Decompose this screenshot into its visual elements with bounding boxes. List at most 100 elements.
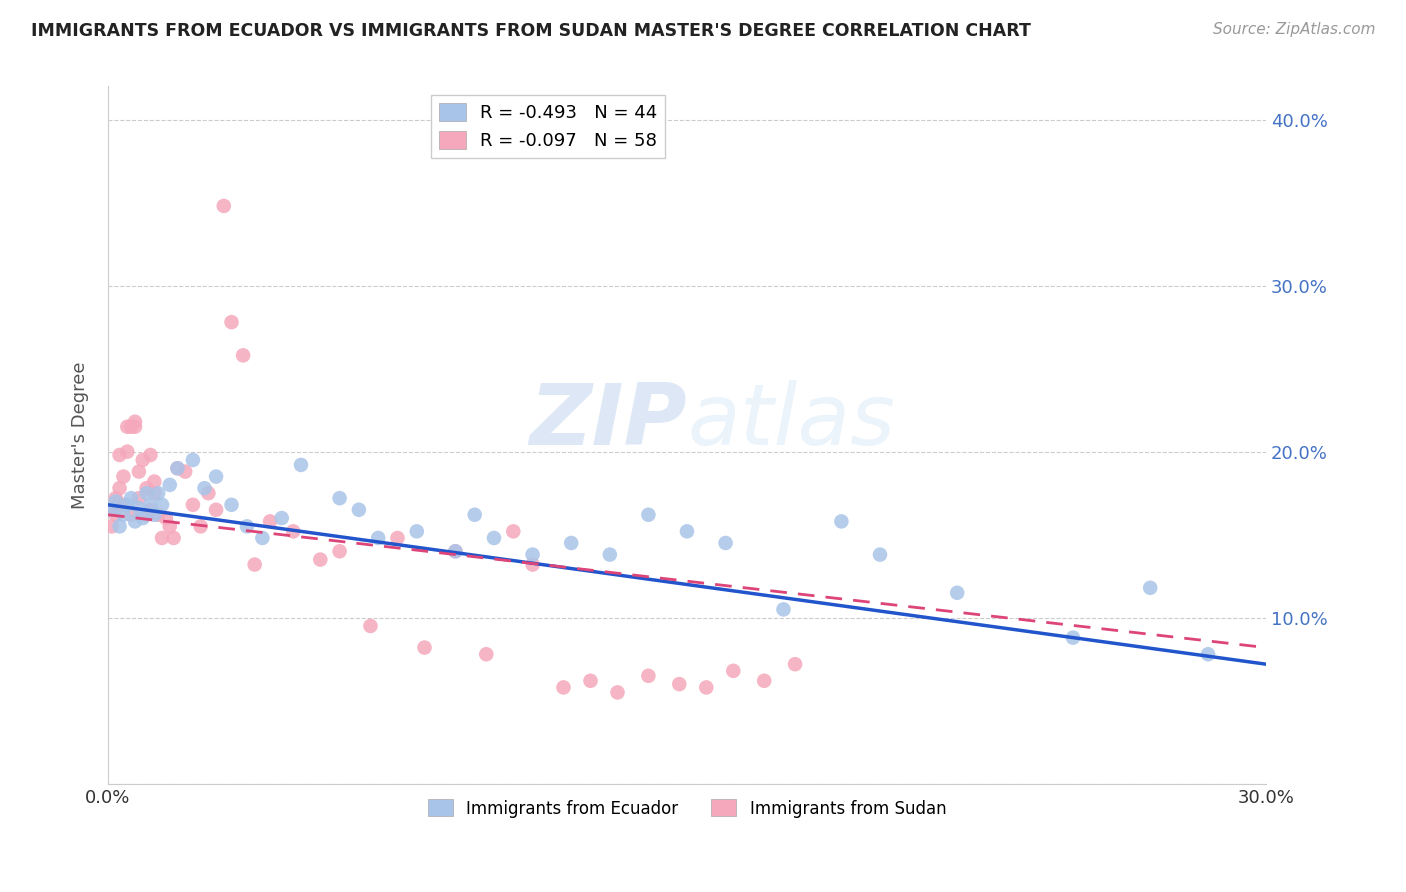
Point — [101, 502, 124, 516]
Point — [181, 453, 204, 467]
Point — [668, 677, 690, 691]
Point — [413, 640, 436, 655]
Point — [482, 531, 505, 545]
Point — [101, 502, 124, 516]
Point — [162, 531, 184, 545]
Point — [112, 469, 135, 483]
Point — [243, 558, 266, 572]
Y-axis label: Master's Degree: Master's Degree — [72, 361, 89, 508]
Point — [159, 519, 181, 533]
Point — [181, 498, 204, 512]
Point — [232, 348, 254, 362]
Point — [347, 502, 370, 516]
Point — [150, 531, 173, 545]
Point — [695, 681, 717, 695]
Point — [135, 481, 157, 495]
Point — [190, 519, 212, 533]
Text: Source: ZipAtlas.com: Source: ZipAtlas.com — [1212, 22, 1375, 37]
Point — [139, 448, 162, 462]
Point — [783, 657, 806, 672]
Point — [146, 508, 169, 522]
Point — [124, 515, 146, 529]
Point — [143, 475, 166, 489]
Point — [464, 508, 486, 522]
Point — [309, 552, 332, 566]
Point — [830, 515, 852, 529]
Point — [128, 465, 150, 479]
Point — [252, 531, 274, 545]
Point — [135, 486, 157, 500]
Point — [772, 602, 794, 616]
Point — [637, 669, 659, 683]
Text: IMMIGRANTS FROM ECUADOR VS IMMIGRANTS FROM SUDAN MASTER'S DEGREE CORRELATION CHA: IMMIGRANTS FROM ECUADOR VS IMMIGRANTS FR… — [31, 22, 1031, 40]
Point — [723, 664, 745, 678]
Point — [104, 508, 127, 522]
Point — [159, 478, 181, 492]
Point — [676, 524, 699, 539]
Point — [108, 448, 131, 462]
Point — [124, 419, 146, 434]
Point — [128, 501, 150, 516]
Point — [104, 491, 127, 505]
Point — [579, 673, 602, 688]
Point — [714, 536, 737, 550]
Point — [560, 536, 582, 550]
Point — [139, 498, 162, 512]
Point — [143, 486, 166, 500]
Point — [150, 498, 173, 512]
Point — [117, 498, 139, 512]
Point — [1197, 647, 1219, 661]
Point — [1139, 581, 1161, 595]
Point — [221, 315, 243, 329]
Point — [637, 508, 659, 522]
Point — [117, 444, 139, 458]
Point — [139, 502, 162, 516]
Point — [197, 486, 219, 500]
Point — [104, 494, 127, 508]
Point — [120, 419, 142, 434]
Point — [112, 508, 135, 522]
Point — [101, 519, 124, 533]
Point — [117, 419, 139, 434]
Point — [359, 619, 381, 633]
Point — [212, 199, 235, 213]
Text: atlas: atlas — [688, 380, 896, 463]
Point — [221, 498, 243, 512]
Point — [112, 498, 135, 512]
Point — [946, 586, 969, 600]
Point — [128, 491, 150, 505]
Point — [205, 502, 228, 516]
Point — [522, 548, 544, 562]
Point — [124, 415, 146, 429]
Point — [754, 673, 776, 688]
Point — [166, 461, 188, 475]
Point — [259, 515, 281, 529]
Point — [132, 453, 155, 467]
Point — [108, 481, 131, 495]
Point — [606, 685, 628, 699]
Point — [329, 491, 352, 505]
Point — [283, 524, 305, 539]
Text: ZIP: ZIP — [530, 380, 688, 463]
Point — [599, 548, 621, 562]
Point — [174, 465, 197, 479]
Point — [205, 469, 228, 483]
Point — [193, 481, 215, 495]
Point — [236, 519, 259, 533]
Point — [329, 544, 352, 558]
Point — [387, 531, 409, 545]
Point — [135, 508, 157, 522]
Point — [869, 548, 891, 562]
Point — [143, 508, 166, 522]
Point — [367, 531, 389, 545]
Point — [444, 544, 467, 558]
Point — [155, 511, 177, 525]
Point — [120, 508, 142, 522]
Point — [120, 491, 142, 505]
Point — [108, 519, 131, 533]
Point — [132, 511, 155, 525]
Point — [522, 558, 544, 572]
Point — [290, 458, 312, 472]
Point — [553, 681, 575, 695]
Point — [146, 486, 169, 500]
